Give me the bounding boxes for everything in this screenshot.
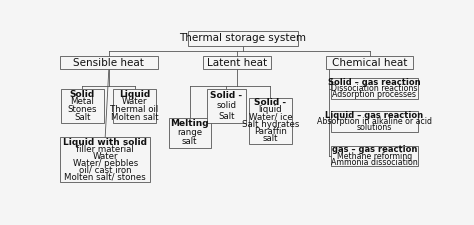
Text: Melting: Melting (170, 119, 209, 128)
Text: Solid: Solid (70, 90, 95, 99)
Text: Salt: Salt (218, 112, 235, 121)
Text: Water/ ice: Water/ ice (249, 112, 292, 122)
Text: Molten salt/ stones: Molten salt/ stones (64, 173, 146, 182)
Text: Water: Water (92, 151, 118, 160)
Text: liquid: liquid (259, 105, 283, 114)
Text: solutions: solutions (357, 123, 392, 132)
Text: Thermal storage system: Thermal storage system (180, 33, 306, 43)
FancyBboxPatch shape (60, 56, 157, 69)
FancyBboxPatch shape (61, 89, 104, 123)
FancyBboxPatch shape (331, 78, 418, 99)
FancyBboxPatch shape (207, 89, 246, 123)
Text: solid: solid (217, 101, 237, 110)
Text: Liquid: Liquid (119, 90, 150, 99)
Text: Liquid – gas reaction: Liquid – gas reaction (325, 111, 423, 120)
Text: Solid -: Solid - (255, 98, 287, 107)
Text: Liquid with solid: Liquid with solid (63, 137, 147, 146)
Text: Stones: Stones (68, 105, 97, 114)
Text: Sensible heat: Sensible heat (73, 58, 144, 68)
Text: Solid -: Solid - (210, 91, 243, 100)
FancyBboxPatch shape (331, 146, 418, 166)
FancyBboxPatch shape (203, 56, 272, 69)
FancyBboxPatch shape (331, 111, 418, 132)
FancyBboxPatch shape (113, 89, 156, 123)
Text: filler material: filler material (76, 144, 134, 153)
Text: Chemical heat: Chemical heat (332, 58, 407, 68)
Text: Salt hydrates: Salt hydrates (242, 120, 299, 129)
Text: Absorption in alkaline or acid: Absorption in alkaline or acid (317, 117, 432, 126)
Text: salt: salt (182, 137, 197, 146)
Text: Water: Water (122, 97, 147, 106)
Text: range: range (177, 128, 202, 137)
FancyBboxPatch shape (249, 98, 292, 144)
Text: Metal: Metal (71, 97, 94, 106)
Text: Salt: Salt (74, 113, 91, 122)
Text: Dissociation reactions: Dissociation reactions (331, 84, 418, 93)
Text: gas – gas reaction: gas – gas reaction (332, 145, 417, 154)
Text: salt: salt (263, 134, 278, 143)
FancyBboxPatch shape (60, 137, 150, 182)
Text: Latent heat: Latent heat (207, 58, 267, 68)
Text: oil/ cast iron: oil/ cast iron (79, 166, 131, 175)
Text: Methane reforming: Methane reforming (337, 152, 412, 161)
Text: Paraffin: Paraffin (254, 127, 287, 136)
Text: Molten salt: Molten salt (111, 113, 158, 122)
FancyBboxPatch shape (327, 56, 413, 69)
Text: Ammonia dissociation: Ammonia dissociation (331, 158, 418, 167)
FancyBboxPatch shape (188, 31, 298, 46)
Text: Solid – gas reaction: Solid – gas reaction (328, 78, 421, 87)
Text: Thermal oil: Thermal oil (110, 105, 159, 114)
FancyBboxPatch shape (169, 117, 211, 148)
Text: Adsorption processes: Adsorption processes (332, 90, 417, 99)
Text: Water/ pebbles: Water/ pebbles (73, 159, 138, 168)
